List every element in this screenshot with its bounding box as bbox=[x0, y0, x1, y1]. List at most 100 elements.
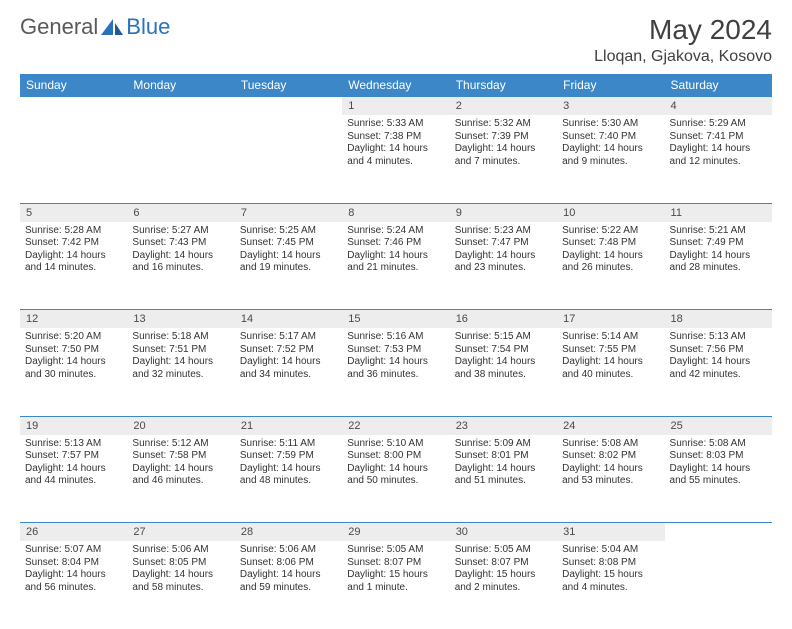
day-of-week-row: SundayMondayTuesdayWednesdayThursdayFrid… bbox=[20, 74, 772, 97]
day-detail-cell: Sunrise: 5:29 AMSunset: 7:41 PMDaylight:… bbox=[665, 115, 772, 203]
day-of-week-header: Thursday bbox=[450, 74, 557, 97]
daylight-line: Daylight: 14 hours and 59 minutes. bbox=[240, 569, 337, 594]
day-detail-cell: Sunrise: 5:17 AMSunset: 7:52 PMDaylight:… bbox=[235, 328, 342, 416]
title-block: May 2024 Lloqan, Gjakova, Kosovo bbox=[594, 14, 772, 66]
day-detail-cell: Sunrise: 5:10 AMSunset: 8:00 PMDaylight:… bbox=[342, 435, 449, 523]
daylight-line: Daylight: 14 hours and 4 minutes. bbox=[347, 143, 444, 168]
day-detail-cell: Sunrise: 5:06 AMSunset: 8:06 PMDaylight:… bbox=[235, 541, 342, 629]
day-detail-cell: Sunrise: 5:27 AMSunset: 7:43 PMDaylight:… bbox=[127, 222, 234, 310]
sunset-line: Sunset: 7:40 PM bbox=[562, 131, 659, 144]
day-number-cell: 22 bbox=[342, 416, 449, 435]
daylight-line: Daylight: 14 hours and 48 minutes. bbox=[240, 463, 337, 488]
day-number-cell: 10 bbox=[557, 203, 664, 222]
daylight-line: Daylight: 14 hours and 46 minutes. bbox=[132, 463, 229, 488]
sunrise-line: Sunrise: 5:13 AM bbox=[25, 438, 122, 451]
day-number-cell: 20 bbox=[127, 416, 234, 435]
sunset-line: Sunset: 8:07 PM bbox=[455, 557, 552, 570]
sunrise-line: Sunrise: 5:28 AM bbox=[25, 225, 122, 238]
sunrise-line: Sunrise: 5:13 AM bbox=[670, 331, 767, 344]
daylight-line: Daylight: 14 hours and 56 minutes. bbox=[25, 569, 122, 594]
day-number-cell: 5 bbox=[20, 203, 127, 222]
day-detail-row: Sunrise: 5:33 AMSunset: 7:38 PMDaylight:… bbox=[20, 115, 772, 203]
location-subtitle: Lloqan, Gjakova, Kosovo bbox=[594, 48, 772, 66]
day-number-cell: 6 bbox=[127, 203, 234, 222]
sunrise-line: Sunrise: 5:04 AM bbox=[562, 544, 659, 557]
sunrise-line: Sunrise: 5:18 AM bbox=[132, 331, 229, 344]
day-detail-row: Sunrise: 5:20 AMSunset: 7:50 PMDaylight:… bbox=[20, 328, 772, 416]
daylight-line: Daylight: 14 hours and 21 minutes. bbox=[347, 250, 444, 275]
day-number-cell: 27 bbox=[127, 523, 234, 542]
page-header: General Blue May 2024 Lloqan, Gjakova, K… bbox=[20, 14, 772, 66]
sunset-line: Sunset: 7:53 PM bbox=[347, 344, 444, 357]
sunset-line: Sunset: 7:55 PM bbox=[562, 344, 659, 357]
day-detail-cell bbox=[127, 115, 234, 203]
day-number-cell: 29 bbox=[342, 523, 449, 542]
day-detail-row: Sunrise: 5:13 AMSunset: 7:57 PMDaylight:… bbox=[20, 435, 772, 523]
day-detail-cell bbox=[665, 541, 772, 629]
day-detail-cell: Sunrise: 5:28 AMSunset: 7:42 PMDaylight:… bbox=[20, 222, 127, 310]
sunrise-line: Sunrise: 5:25 AM bbox=[240, 225, 337, 238]
sunrise-line: Sunrise: 5:20 AM bbox=[25, 331, 122, 344]
daylight-line: Daylight: 14 hours and 50 minutes. bbox=[347, 463, 444, 488]
day-detail-cell bbox=[235, 115, 342, 203]
day-of-week-header: Friday bbox=[557, 74, 664, 97]
sunrise-line: Sunrise: 5:22 AM bbox=[562, 225, 659, 238]
day-detail-row: Sunrise: 5:28 AMSunset: 7:42 PMDaylight:… bbox=[20, 222, 772, 310]
sunset-line: Sunset: 8:06 PM bbox=[240, 557, 337, 570]
logo-text-general: General bbox=[20, 14, 98, 40]
sunset-line: Sunset: 7:51 PM bbox=[132, 344, 229, 357]
daylight-line: Daylight: 14 hours and 40 minutes. bbox=[562, 356, 659, 381]
day-number-cell: 31 bbox=[557, 523, 664, 542]
daylight-line: Daylight: 14 hours and 19 minutes. bbox=[240, 250, 337, 275]
sunset-line: Sunset: 7:49 PM bbox=[670, 237, 767, 250]
day-detail-cell: Sunrise: 5:05 AMSunset: 8:07 PMDaylight:… bbox=[450, 541, 557, 629]
day-number-cell: 12 bbox=[20, 310, 127, 329]
day-number-cell: 21 bbox=[235, 416, 342, 435]
day-number-cell: 14 bbox=[235, 310, 342, 329]
day-of-week-header: Sunday bbox=[20, 74, 127, 97]
logo-sail-icon bbox=[100, 18, 124, 36]
day-number-cell: 1 bbox=[342, 97, 449, 116]
day-number-cell bbox=[20, 97, 127, 116]
sunrise-line: Sunrise: 5:16 AM bbox=[347, 331, 444, 344]
daylight-line: Daylight: 14 hours and 58 minutes. bbox=[132, 569, 229, 594]
day-of-week-header: Wednesday bbox=[342, 74, 449, 97]
sunset-line: Sunset: 7:56 PM bbox=[670, 344, 767, 357]
logo-text-blue: Blue bbox=[126, 14, 170, 40]
sunset-line: Sunset: 7:59 PM bbox=[240, 450, 337, 463]
calendar-head: SundayMondayTuesdayWednesdayThursdayFrid… bbox=[20, 74, 772, 97]
calendar-body: 1234Sunrise: 5:33 AMSunset: 7:38 PMDayli… bbox=[20, 97, 772, 629]
daylight-line: Daylight: 15 hours and 2 minutes. bbox=[455, 569, 552, 594]
day-detail-cell: Sunrise: 5:05 AMSunset: 8:07 PMDaylight:… bbox=[342, 541, 449, 629]
day-number-cell: 15 bbox=[342, 310, 449, 329]
day-number-cell bbox=[665, 523, 772, 542]
sunrise-line: Sunrise: 5:30 AM bbox=[562, 118, 659, 131]
day-detail-cell: Sunrise: 5:25 AMSunset: 7:45 PMDaylight:… bbox=[235, 222, 342, 310]
day-number-cell: 16 bbox=[450, 310, 557, 329]
sunset-line: Sunset: 8:04 PM bbox=[25, 557, 122, 570]
sunset-line: Sunset: 7:46 PM bbox=[347, 237, 444, 250]
sunrise-line: Sunrise: 5:32 AM bbox=[455, 118, 552, 131]
sunrise-line: Sunrise: 5:05 AM bbox=[347, 544, 444, 557]
sunrise-line: Sunrise: 5:09 AM bbox=[455, 438, 552, 451]
brand-logo: General Blue bbox=[20, 14, 170, 40]
sunrise-line: Sunrise: 5:33 AM bbox=[347, 118, 444, 131]
sunrise-line: Sunrise: 5:17 AM bbox=[240, 331, 337, 344]
day-number-cell: 19 bbox=[20, 416, 127, 435]
sunset-line: Sunset: 7:42 PM bbox=[25, 237, 122, 250]
day-number-cell: 7 bbox=[235, 203, 342, 222]
day-detail-cell: Sunrise: 5:08 AMSunset: 8:03 PMDaylight:… bbox=[665, 435, 772, 523]
sunrise-line: Sunrise: 5:15 AM bbox=[455, 331, 552, 344]
daylight-line: Daylight: 14 hours and 30 minutes. bbox=[25, 356, 122, 381]
day-detail-cell: Sunrise: 5:20 AMSunset: 7:50 PMDaylight:… bbox=[20, 328, 127, 416]
day-number-cell: 23 bbox=[450, 416, 557, 435]
sunset-line: Sunset: 8:07 PM bbox=[347, 557, 444, 570]
daylight-line: Daylight: 14 hours and 42 minutes. bbox=[670, 356, 767, 381]
daylight-line: Daylight: 14 hours and 23 minutes. bbox=[455, 250, 552, 275]
day-number-row: 567891011 bbox=[20, 203, 772, 222]
daylight-line: Daylight: 15 hours and 1 minute. bbox=[347, 569, 444, 594]
day-of-week-header: Saturday bbox=[665, 74, 772, 97]
sunrise-line: Sunrise: 5:06 AM bbox=[132, 544, 229, 557]
sunset-line: Sunset: 7:50 PM bbox=[25, 344, 122, 357]
daylight-line: Daylight: 14 hours and 14 minutes. bbox=[25, 250, 122, 275]
